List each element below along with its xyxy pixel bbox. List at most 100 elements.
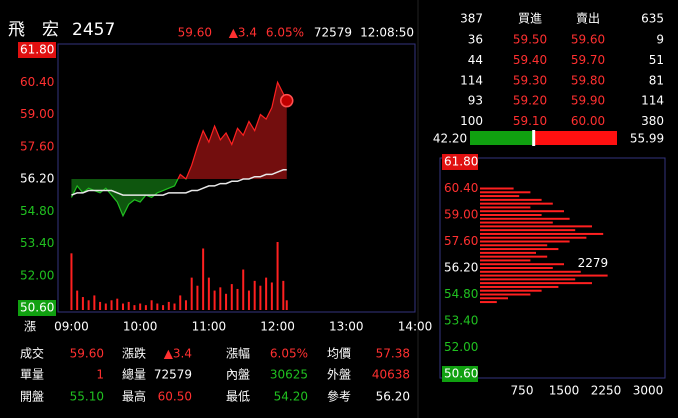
stat-label: 最高 bbox=[122, 389, 146, 404]
volume-bar bbox=[99, 301, 102, 310]
stat-value: 6.05% bbox=[270, 347, 308, 361]
y-tick-label: 50.60 bbox=[444, 367, 478, 381]
last-price-marker bbox=[279, 93, 294, 108]
stat-label: 總量 bbox=[122, 367, 146, 382]
y-tick-label: 53.40 bbox=[444, 314, 478, 328]
bar bbox=[480, 278, 576, 281]
bar bbox=[480, 297, 508, 300]
bar bbox=[480, 229, 576, 232]
volume-bar bbox=[70, 253, 73, 310]
order-book-header: 387 bbox=[460, 12, 483, 26]
order-book-cell: 59.80 bbox=[571, 73, 605, 87]
volume-bar bbox=[190, 277, 193, 310]
histogram-frame bbox=[439, 157, 666, 379]
header-price: 59.60 bbox=[178, 26, 212, 40]
stat-label: 內盤 bbox=[226, 368, 250, 382]
volume-bar bbox=[202, 248, 205, 310]
order-book-cell: 380 bbox=[641, 114, 664, 128]
volume-bar bbox=[81, 297, 84, 310]
order-book-cell: 59.10 bbox=[513, 114, 547, 128]
y-tick-label: 60.40 bbox=[444, 181, 478, 195]
y-tick-label: 59.00 bbox=[20, 107, 54, 121]
stat-value: 59.60 bbox=[70, 347, 104, 361]
volume-bar bbox=[184, 300, 187, 310]
volume-bar bbox=[219, 287, 222, 310]
volume-bar bbox=[265, 277, 268, 310]
bar bbox=[480, 236, 587, 239]
order-book-cell: 60.00 bbox=[571, 114, 605, 128]
volume-bar bbox=[270, 282, 273, 310]
bar bbox=[480, 289, 542, 292]
volume-bar bbox=[167, 301, 170, 310]
order-book-header: 買進 bbox=[518, 12, 542, 26]
y-tick-label: 60.40 bbox=[20, 75, 54, 89]
stat-label: 參考 bbox=[327, 389, 351, 404]
volume-bar bbox=[282, 280, 285, 310]
bar bbox=[480, 293, 531, 296]
volume-bar bbox=[236, 288, 239, 310]
bar bbox=[480, 240, 570, 243]
volume-bar bbox=[247, 290, 250, 310]
order-book-cell: 93 bbox=[468, 94, 483, 108]
y-tick-label: 52.00 bbox=[20, 268, 54, 282]
stat-value: 57.38 bbox=[376, 347, 410, 361]
bar bbox=[480, 210, 564, 213]
bar bbox=[480, 248, 559, 251]
stat-value: 1 bbox=[96, 368, 104, 382]
y-tick-label: 57.60 bbox=[444, 234, 478, 248]
order-book-cell: 44 bbox=[468, 53, 483, 67]
bar bbox=[480, 232, 604, 235]
y-tick-label: 54.80 bbox=[20, 204, 54, 218]
y-tick-label: 50.60 bbox=[20, 301, 54, 315]
volume-bar bbox=[242, 269, 245, 310]
stat-value: 54.20 bbox=[274, 390, 308, 404]
order-book-cell: 59.20 bbox=[513, 94, 547, 108]
x-tick-label: 3000 bbox=[633, 384, 664, 398]
order-book-cell: 59.40 bbox=[513, 53, 547, 67]
volume-bar bbox=[156, 303, 159, 310]
axis-note[interactable]: 漲 bbox=[24, 320, 36, 334]
volume-bar bbox=[253, 280, 256, 310]
x-tick-label: 13:00 bbox=[329, 320, 364, 334]
header-time: 12:08:50 bbox=[360, 26, 414, 40]
volume-bar bbox=[93, 295, 96, 310]
stat-value: 40638 bbox=[372, 368, 410, 382]
volume-bar bbox=[150, 300, 153, 310]
volume-bar bbox=[285, 300, 288, 310]
order-book-cell: 59.30 bbox=[513, 73, 547, 87]
y-tick-label: 61.80 bbox=[444, 155, 478, 169]
x-tick-label: 750 bbox=[511, 384, 534, 398]
volume-bar bbox=[110, 300, 113, 310]
bar bbox=[480, 270, 581, 273]
bar bbox=[480, 282, 592, 285]
y-tick-label: 53.40 bbox=[20, 236, 54, 250]
order-book-cell: 81 bbox=[649, 73, 664, 87]
bid-ratio-bar bbox=[470, 131, 534, 145]
bar bbox=[480, 206, 531, 209]
bar bbox=[480, 202, 553, 205]
bar bbox=[480, 255, 548, 258]
y-tick-box bbox=[18, 42, 56, 58]
volume-bar bbox=[144, 305, 147, 310]
volume-bar bbox=[116, 298, 119, 310]
x-tick-label: 1500 bbox=[549, 384, 580, 398]
volume-bar bbox=[162, 305, 165, 310]
volume-bar bbox=[104, 303, 107, 310]
x-tick-label: 11:00 bbox=[192, 320, 227, 334]
price-frame bbox=[57, 43, 416, 313]
stat-label: 漲跌 bbox=[122, 346, 146, 361]
order-book-cell: 59.90 bbox=[571, 94, 605, 108]
order-book-cell: 59.50 bbox=[513, 33, 547, 47]
volume-bar bbox=[213, 290, 216, 310]
volume-bar bbox=[127, 301, 130, 310]
stat-label: 均價 bbox=[327, 347, 351, 361]
volume-bar bbox=[121, 303, 124, 310]
ask-ratio-label: 55.99 bbox=[630, 132, 664, 146]
stat-value: 60.50 bbox=[158, 390, 192, 404]
header-change-pct: 6.05% bbox=[266, 26, 304, 40]
stock-code: 2457 bbox=[72, 20, 115, 40]
ask-ratio-bar bbox=[533, 131, 617, 145]
bar bbox=[480, 267, 553, 269]
